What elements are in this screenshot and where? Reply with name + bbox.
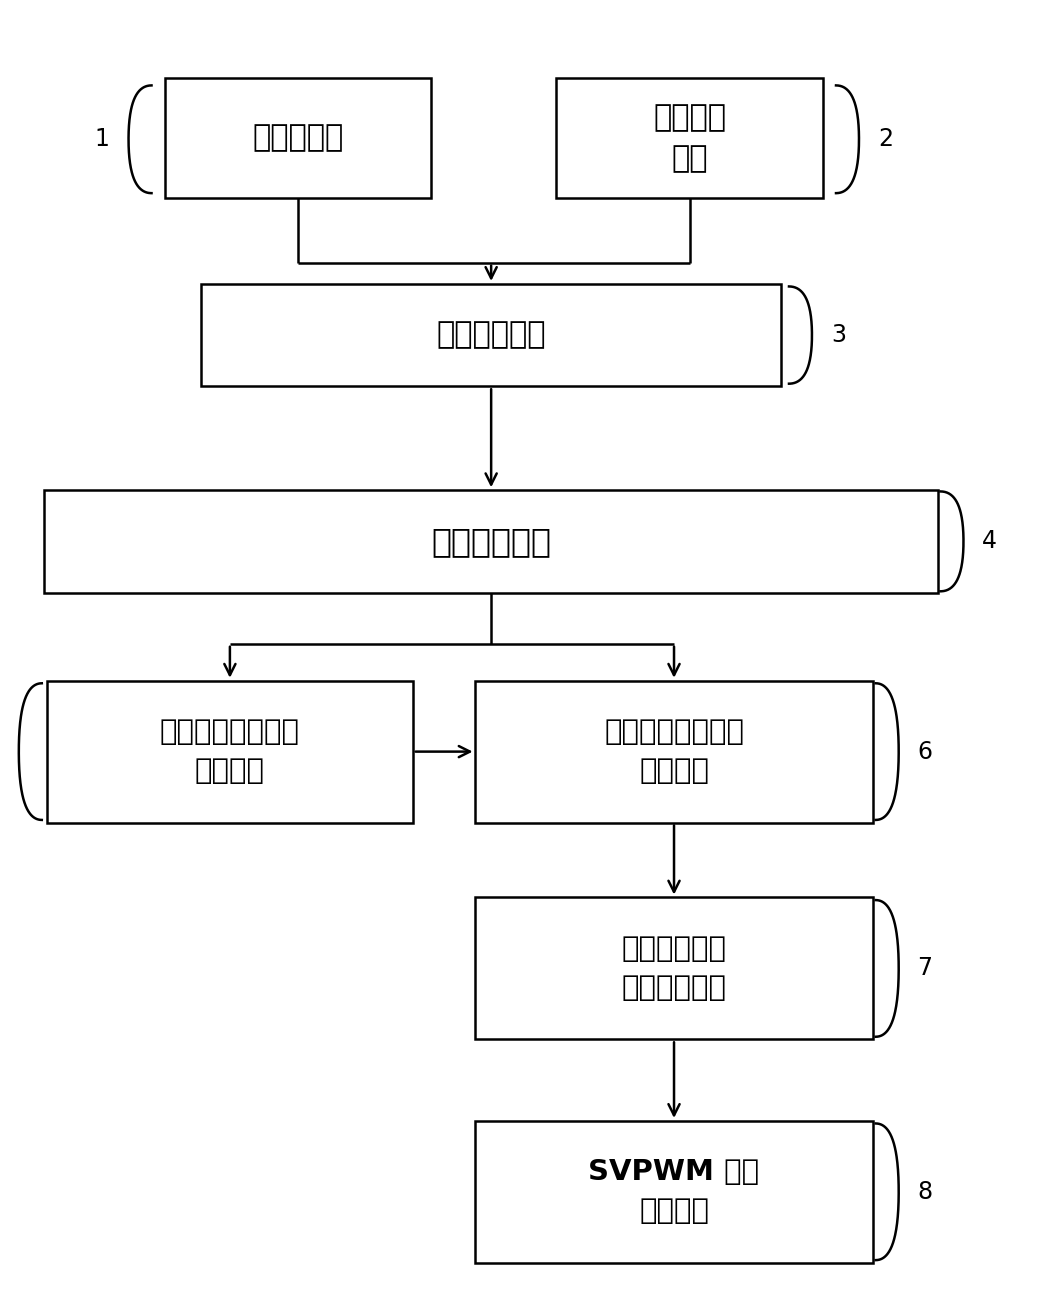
Bar xyxy=(201,284,782,386)
Text: 4: 4 xyxy=(982,530,997,553)
Text: 故障检测模块: 故障检测模块 xyxy=(432,524,551,558)
Bar xyxy=(475,1121,873,1263)
Text: 信号采集
模块: 信号采集 模块 xyxy=(653,104,726,172)
Text: 1: 1 xyxy=(95,127,110,151)
Text: SVPWM 调制
程序单元: SVPWM 调制 程序单元 xyxy=(588,1159,760,1225)
Text: 鲁棒容错预测电流
控制模块: 鲁棒容错预测电流 控制模块 xyxy=(604,719,744,784)
Text: 2: 2 xyxy=(878,127,892,151)
Bar xyxy=(475,681,873,823)
Text: 鲁棒容错预测速度
控制模块: 鲁棒容错预测速度 控制模块 xyxy=(160,719,300,784)
Bar xyxy=(44,490,938,593)
Text: 保护调理电路: 保护调理电路 xyxy=(437,321,545,350)
Bar xyxy=(556,78,823,198)
Text: 3: 3 xyxy=(831,323,845,347)
Bar xyxy=(164,78,432,198)
Text: 8: 8 xyxy=(918,1180,932,1204)
Text: 光电编码器: 光电编码器 xyxy=(252,124,344,152)
Bar xyxy=(47,681,413,823)
Bar xyxy=(475,897,873,1039)
Text: 指令电压坐标
变换程序单元: 指令电压坐标 变换程序单元 xyxy=(622,936,726,1001)
Text: 6: 6 xyxy=(918,740,932,763)
Text: 7: 7 xyxy=(918,957,932,980)
